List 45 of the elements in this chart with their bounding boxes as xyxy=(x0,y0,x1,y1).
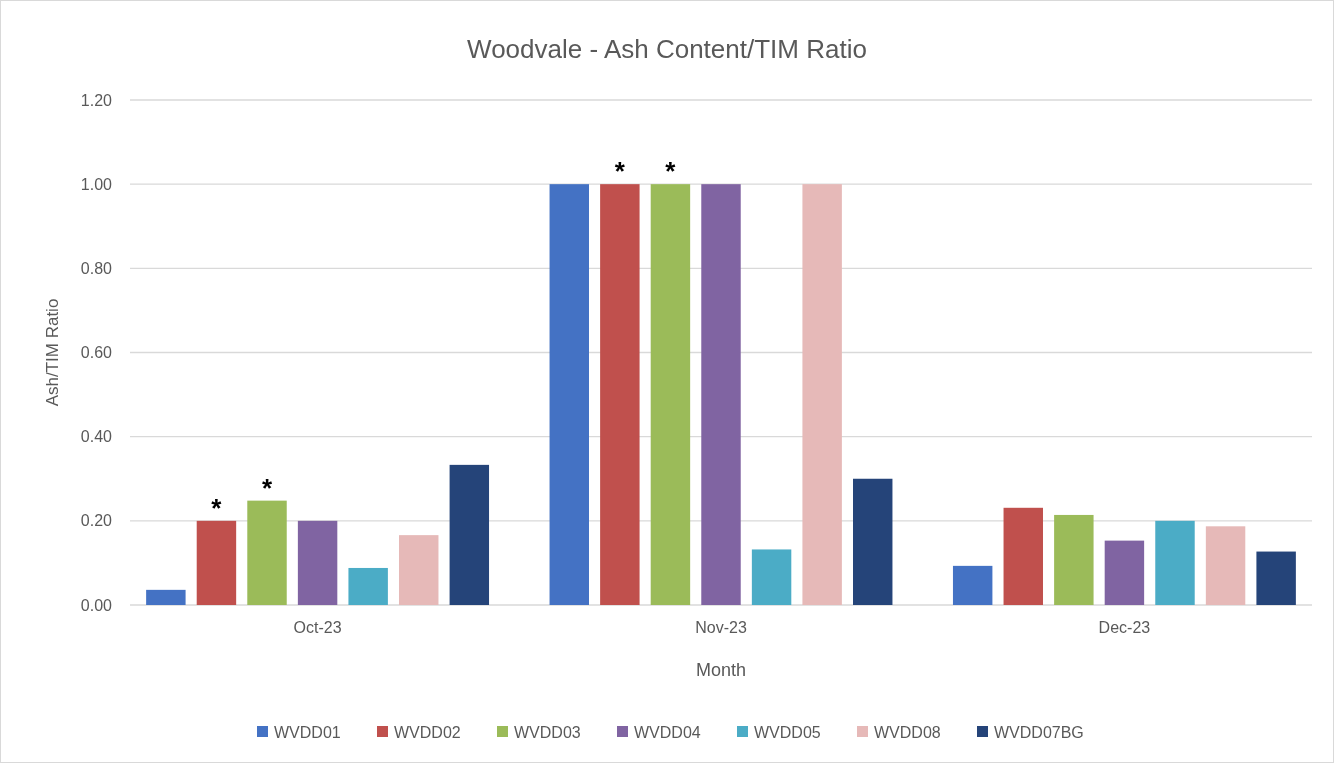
bar xyxy=(1054,514,1094,605)
legend-label: WVDD04 xyxy=(634,723,701,741)
bar xyxy=(1256,551,1296,605)
bar xyxy=(802,184,842,605)
x-axis-title: Month xyxy=(695,660,747,680)
bar xyxy=(549,184,589,605)
legend-label: WVDD03 xyxy=(514,723,581,741)
legend-label: WVDD02 xyxy=(394,723,461,741)
bar xyxy=(853,478,893,605)
y-tick-label: 0.40 xyxy=(80,428,113,446)
bar xyxy=(1205,526,1246,605)
bar xyxy=(348,567,388,605)
legend-label: WVDD07BG xyxy=(994,723,1084,741)
bar xyxy=(751,549,792,605)
y-axis-title: Ash/TIM Ratio xyxy=(43,298,62,407)
bar xyxy=(399,535,439,605)
bar xyxy=(650,184,691,605)
bar xyxy=(146,589,186,605)
bar xyxy=(196,520,237,605)
bar xyxy=(1104,540,1145,605)
y-tick-label: 0.80 xyxy=(80,259,113,277)
bar xyxy=(1155,520,1195,605)
bar xyxy=(297,520,338,605)
data-label: * xyxy=(614,156,626,187)
chart-title: Woodvale - Ash Content/TIM Ratio xyxy=(467,34,867,64)
x-tick-label: Nov-23 xyxy=(695,619,747,636)
data-label: * xyxy=(261,472,273,503)
bar xyxy=(701,184,741,605)
bar xyxy=(247,500,287,605)
legend-label: WVDD05 xyxy=(754,723,821,741)
bar xyxy=(600,184,640,605)
data-label: * xyxy=(665,156,677,187)
bar xyxy=(1003,507,1043,605)
y-tick-label: 0.20 xyxy=(80,512,113,530)
bar xyxy=(449,464,490,605)
legend-label: WVDD01 xyxy=(274,723,341,741)
y-tick-label: 1.20 xyxy=(80,91,113,109)
y-tick-label: 0.00 xyxy=(80,596,113,614)
data-label: * xyxy=(211,492,223,523)
y-tick-label: 0.60 xyxy=(80,344,113,362)
legend-label: WVDD08 xyxy=(874,723,941,741)
y-tick-label: 1.00 xyxy=(80,175,113,193)
x-tick-label: Dec-23 xyxy=(1098,619,1151,636)
x-tick-label: Oct-23 xyxy=(293,619,342,636)
bar xyxy=(952,565,993,605)
